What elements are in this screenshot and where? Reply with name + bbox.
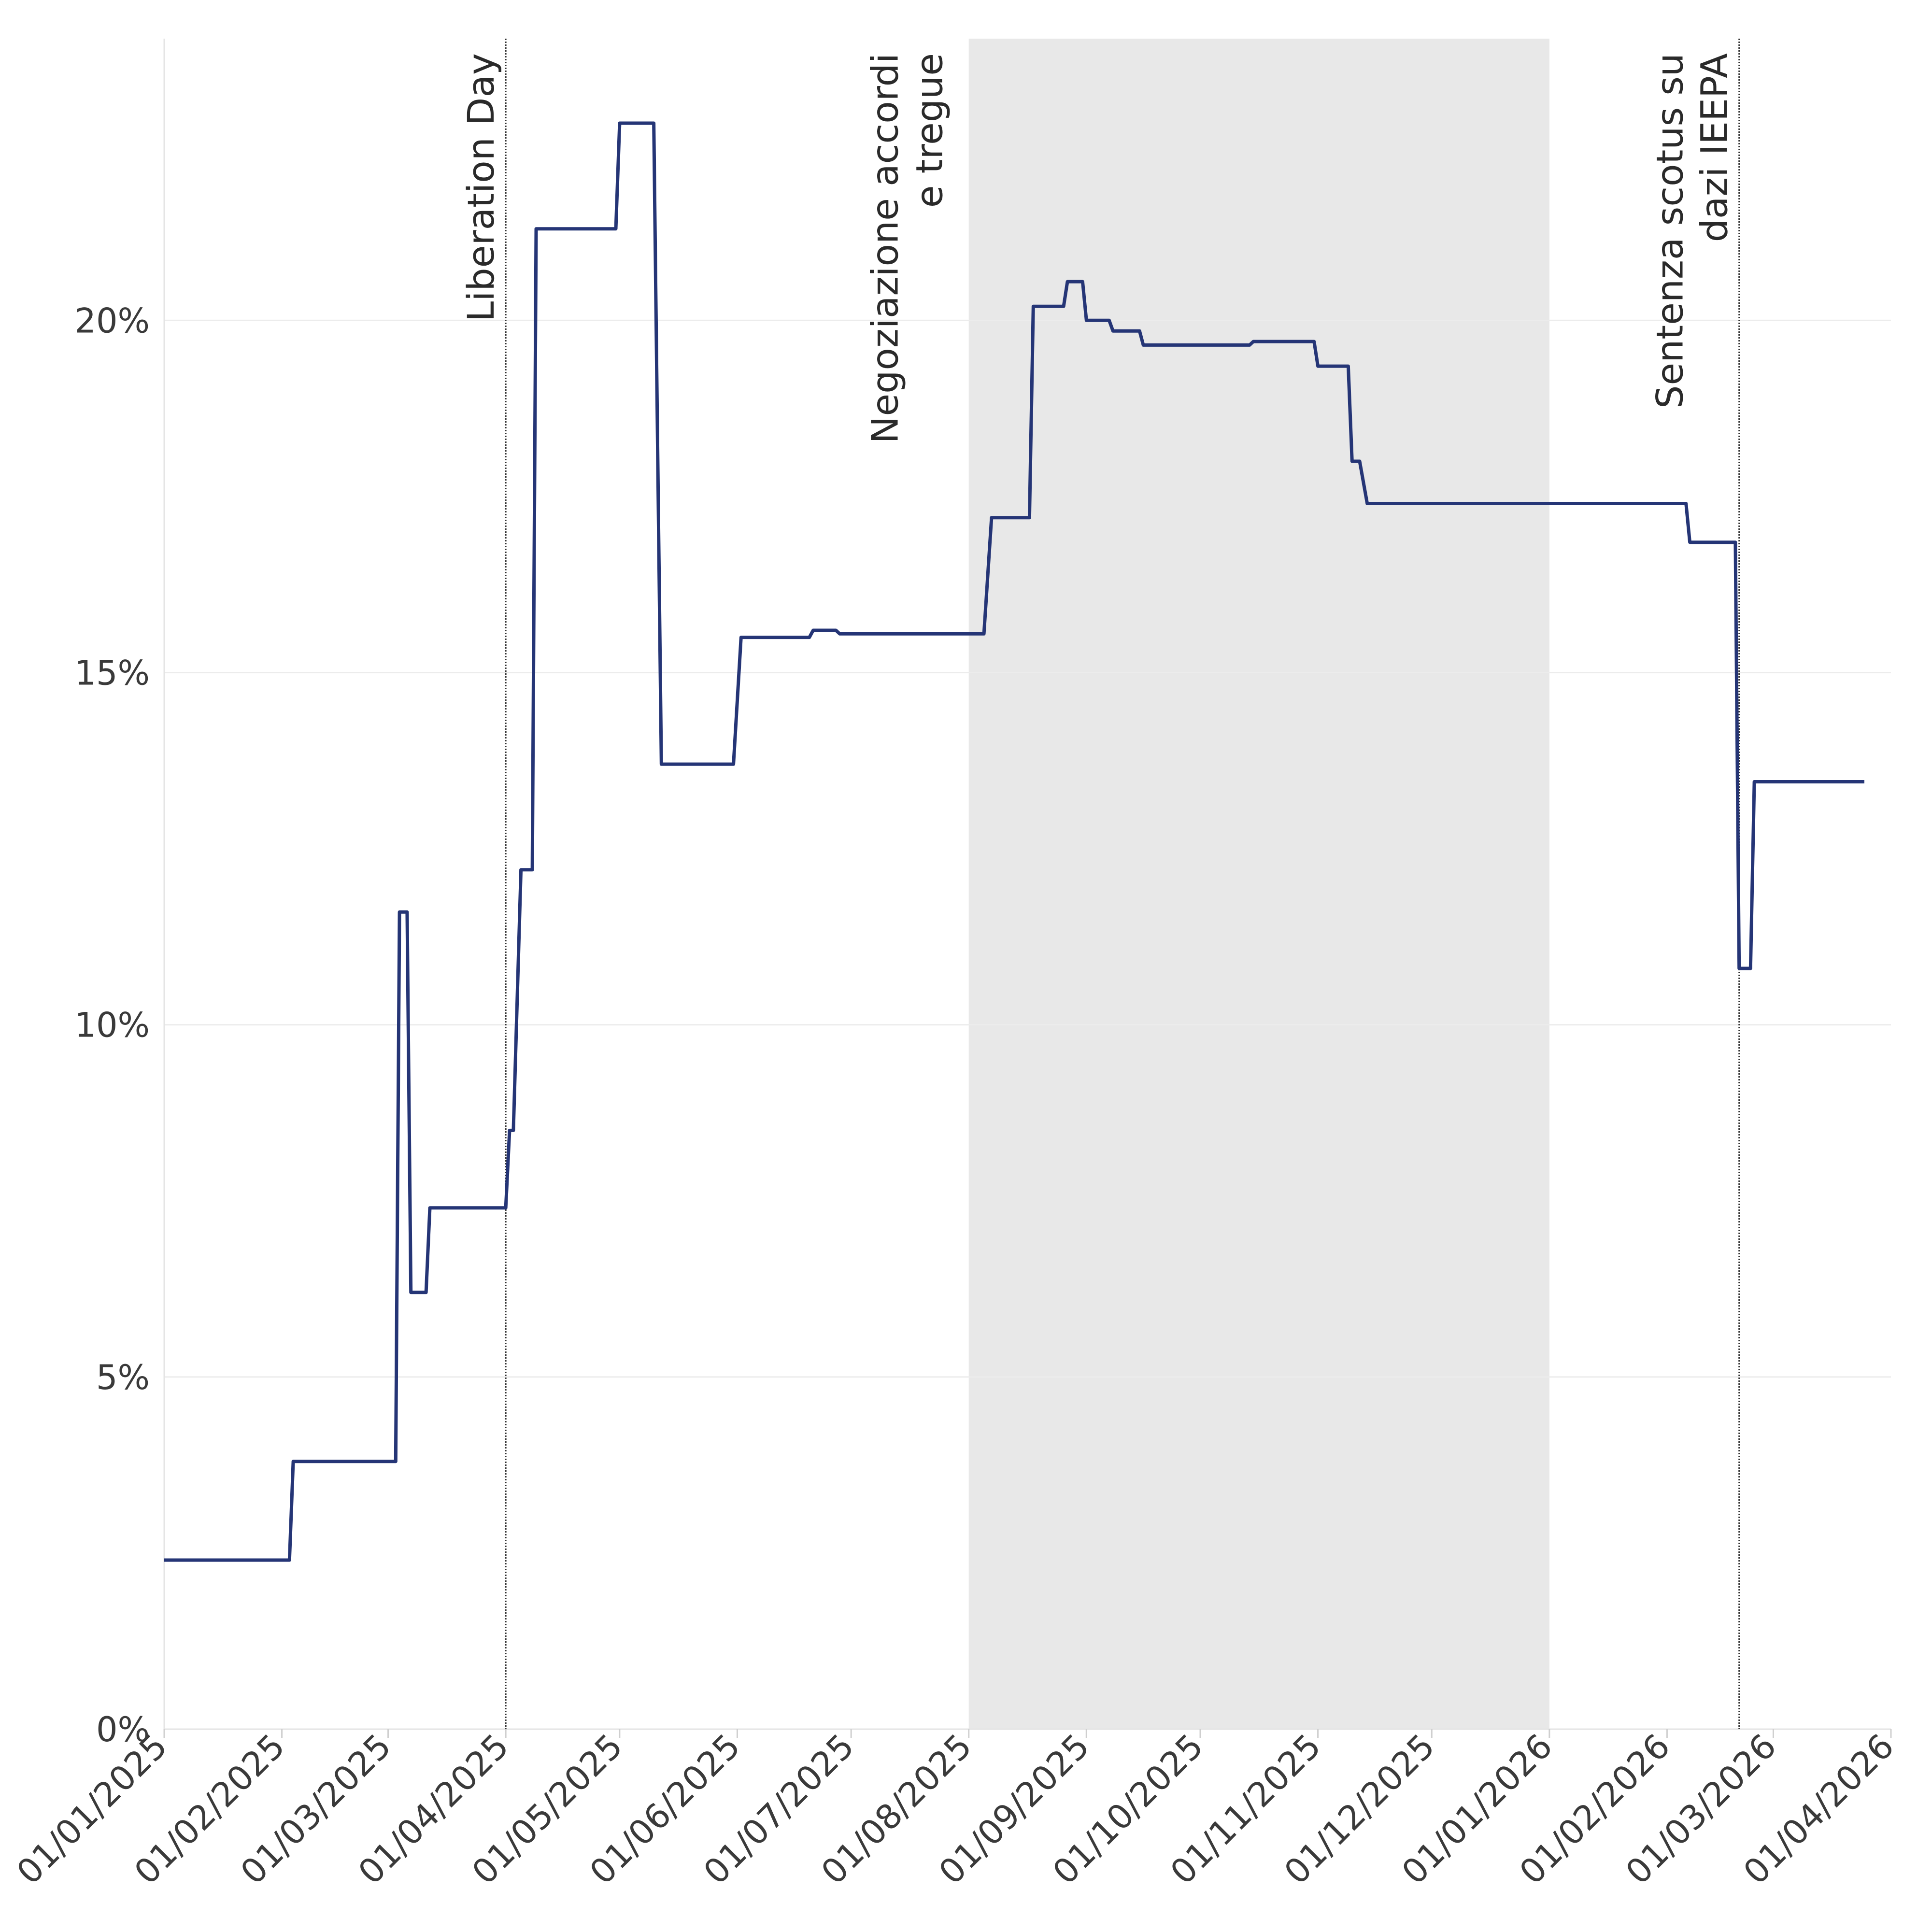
shaded-period-layer	[968, 39, 1549, 1729]
series-line-0	[164, 121, 1864, 1562]
shaded-period-label-line-0: Negoziazione accordi	[864, 53, 907, 443]
event-label-1-line-0: Sentenza scotus su	[1648, 53, 1691, 409]
y-tick-label-1: 5%	[96, 1358, 150, 1397]
shaded-period-label-line-1: e tregue	[908, 53, 951, 208]
series-layer	[164, 121, 1864, 1562]
y-tick-label-2: 10%	[74, 1006, 150, 1045]
y-tick-label-3: 15%	[74, 653, 150, 693]
annotation-labels: Liberation Day Negoziazione accordi e treg…	[459, 53, 1736, 443]
event-label-0-line-0: Liberation Day	[459, 53, 502, 322]
axes	[163, 39, 1892, 1738]
y-tick-label-0: 0%	[96, 1710, 150, 1749]
y-tick-label-4: 20%	[74, 301, 150, 341]
event-lines	[505, 39, 1740, 1729]
gridlines	[164, 319, 1891, 1378]
event-label-1-line-1: dazi IEEPA	[1693, 53, 1736, 242]
shaded-period	[968, 39, 1549, 1729]
tick-labels: 01/01/202501/02/202501/03/202501/04/2025…	[9, 301, 1902, 1892]
